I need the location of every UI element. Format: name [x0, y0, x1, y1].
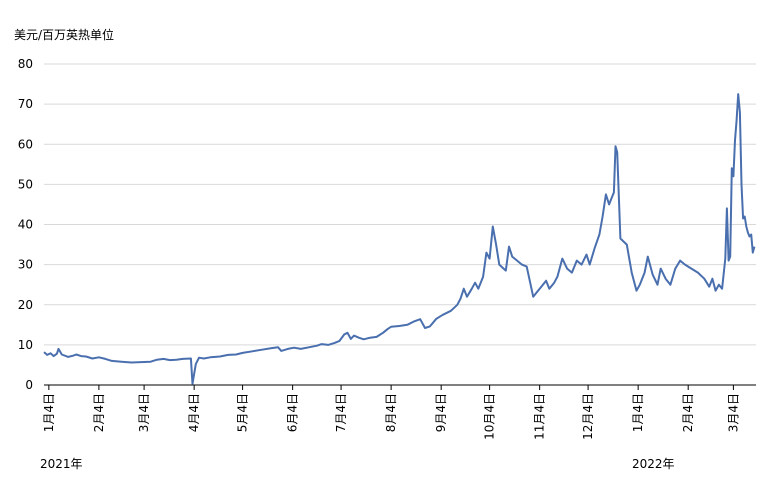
x-tick-label: 4月4日 [187, 393, 201, 432]
year-label-2022: 2022年 [632, 457, 675, 471]
y-tick-label: 70 [18, 97, 33, 111]
y-tick-label: 50 [18, 177, 33, 191]
x-tick-label: 5月4日 [236, 393, 250, 432]
x-tick-label: 2月4日 [92, 393, 106, 432]
x-tick-label: 10月4日 [483, 393, 497, 440]
y-tick-label: 20 [18, 298, 33, 312]
x-tick-label: 1月4日 [42, 393, 56, 432]
x-axis: 1月4日 2月4日 3月4日 4月4日 5月4日 6月4日 7月4日 8月4日 9月4日 10月4… [42, 384, 756, 440]
y-tick-label: 80 [18, 57, 33, 71]
x-tick-label: 7月4日 [334, 393, 348, 432]
y-axis-unit-label: 美元/百万英热单位 [14, 28, 115, 42]
gridlines [44, 63, 756, 346]
y-tick-label: 10 [18, 338, 33, 352]
x-tick-label: 3月4日 [726, 393, 740, 432]
x-tick-label: 2月4日 [681, 393, 695, 432]
x-tick-label: 11月4日 [533, 393, 547, 440]
x-tick-label: 6月4日 [286, 393, 300, 432]
y-tick-label: 60 [18, 137, 33, 151]
y-tick-label: 30 [18, 258, 33, 272]
y-tick-label: 40 [18, 218, 33, 232]
series-line [43, 93, 756, 385]
x-tick-label: 9月4日 [434, 393, 448, 432]
x-tick-label: 3月4日 [137, 393, 151, 432]
x-tick-label: 8月4日 [384, 393, 398, 432]
x-tick-label: 1月4日 [631, 393, 645, 432]
year-label-2021: 2021年 [40, 457, 83, 471]
x-tick-label: 12月4日 [581, 393, 595, 440]
y-tick-label: 0 [25, 378, 33, 392]
y-axis: 0 10 20 30 40 50 60 70 80 [18, 57, 33, 392]
